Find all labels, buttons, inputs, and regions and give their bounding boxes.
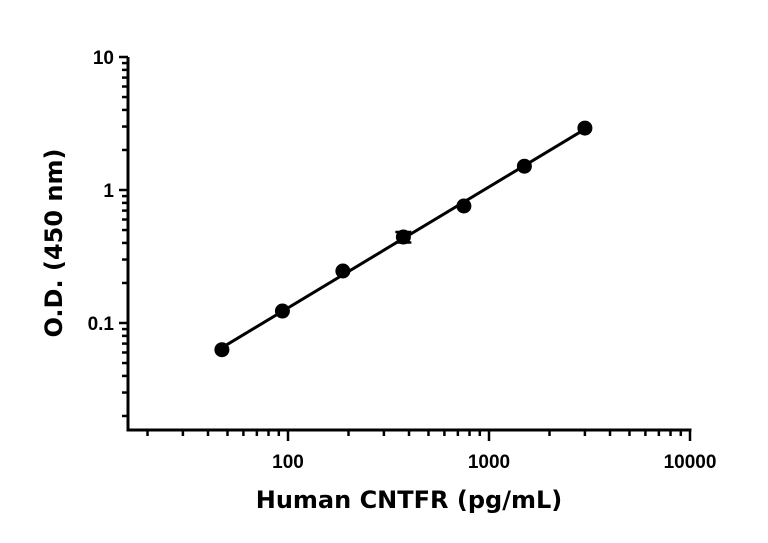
data-point [456, 198, 472, 214]
data-point [516, 158, 532, 174]
y-tick-label: 0.1 [88, 314, 115, 335]
x-axis: 100 1000 10000 [126, 428, 717, 473]
y-tick-label: 10 [93, 48, 114, 69]
y-axis-title: O.D. (450 nm) [40, 149, 68, 338]
x-tick-label: 1000 [468, 452, 510, 473]
data-point [395, 229, 411, 245]
data-point [214, 342, 230, 358]
x-tick-label: 10000 [664, 452, 717, 473]
data-point [274, 303, 290, 319]
y-tick-label: 1 [103, 181, 114, 202]
data-points [214, 120, 593, 358]
x-axis-title: Human CNTFR (pg/mL) [256, 486, 562, 514]
data-point [335, 263, 351, 279]
y-axis: 0.1 1 10 [88, 48, 130, 432]
data-point [577, 120, 593, 136]
x-tick-label: 100 [272, 452, 304, 473]
